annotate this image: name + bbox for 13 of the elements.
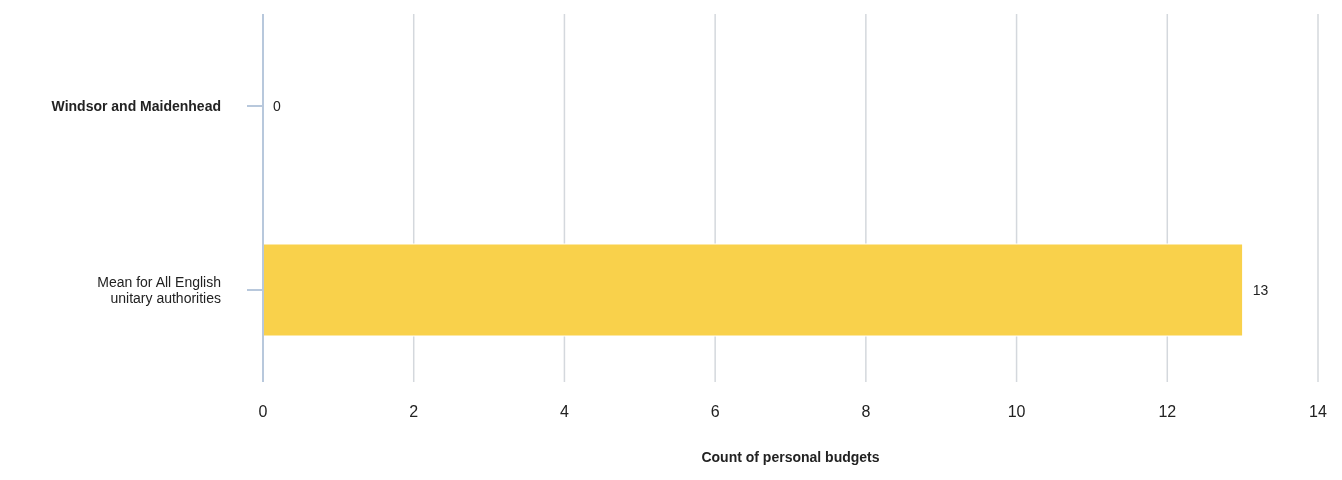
x-tick-label: 14: [1309, 403, 1327, 421]
x-tick-label: 6: [710, 403, 720, 421]
x-tick-label: 0: [258, 403, 268, 421]
x-axis-title: Count of personal budgets: [701, 449, 880, 465]
data-label: 13: [1252, 282, 1269, 298]
x-tick-label: 12: [1158, 403, 1177, 421]
y-tick-label: Mean for All English unitary authorities: [97, 274, 221, 306]
data-label: 0: [273, 98, 281, 114]
x-tick-label: 8: [861, 403, 871, 421]
x-tick-label: 2: [409, 403, 419, 421]
x-tick-label: 4: [559, 403, 569, 421]
y-tick-label: Windsor and Maidenhead: [51, 98, 221, 114]
x-tick-label: 10: [1007, 403, 1026, 421]
